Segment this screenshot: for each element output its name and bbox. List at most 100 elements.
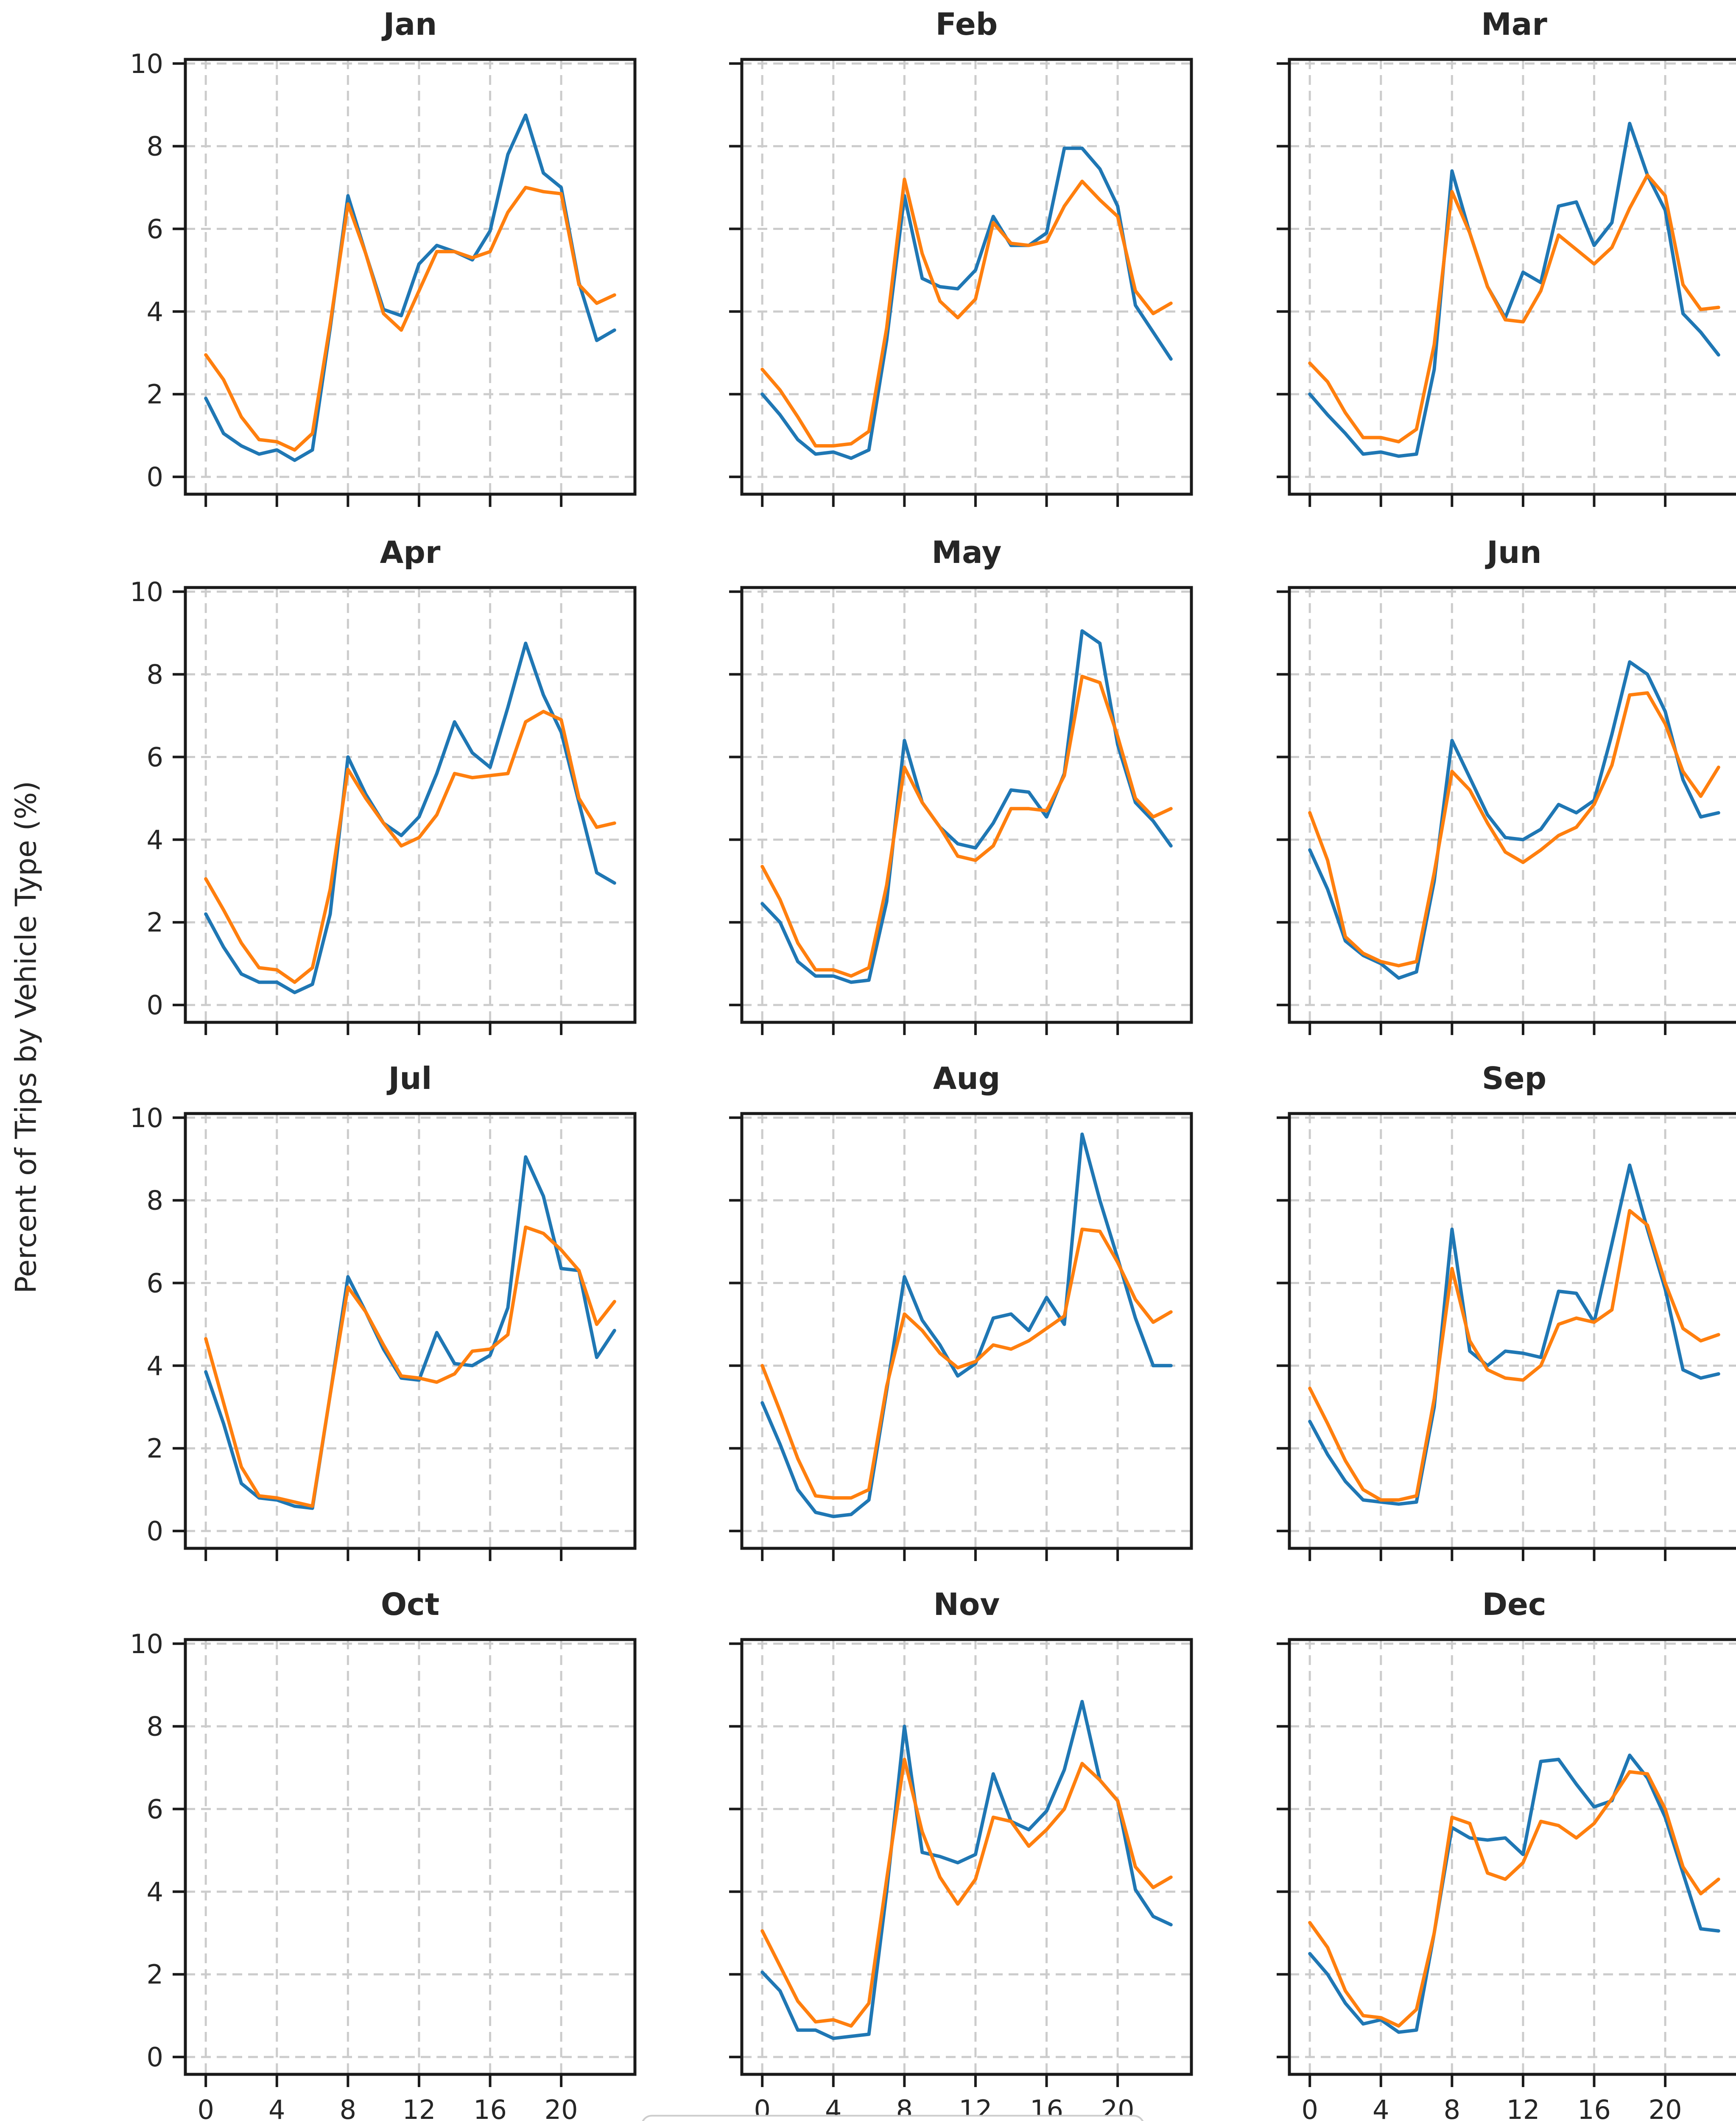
y-tick-label-10: 10 [130,576,163,607]
x-tick-label-4: 4 [268,2094,285,2121]
y-tick-label-0: 0 [147,462,163,492]
subplot-title-may: May [932,534,1002,570]
y-tick-label-8: 8 [147,1711,163,1742]
y-tick-label-2: 2 [147,1959,163,1990]
series-bicycle-line [1308,660,1720,980]
subplot-title-feb: Feb [936,6,998,42]
x-tick-label-4: 4 [1373,2094,1389,2121]
series-ebicycle-line [204,186,616,452]
grid-lines [742,588,1191,1022]
plot-border [740,586,1193,1024]
subplot-dec: 0 4 8 12 16 20 Dec [1277,1587,1736,2121]
x-tick-label-16: 16 [473,2094,507,2121]
subplot-title-oct: Oct [381,1587,439,1622]
tick-marks [729,1642,1119,2087]
subplot-jan: 0 2 4 6 8 10 Jan [130,6,637,507]
y-tick-label-4: 4 [147,1350,163,1381]
series-bicycle-line [204,641,616,994]
x-tick-label-8: 8 [340,2094,356,2121]
y-tick-label-6: 6 [147,1268,163,1298]
tick-marks [173,1116,563,1561]
tick-labels: 0 4 8 12 16 20 [1301,2094,1682,2121]
subplot-sep: Sep [1277,1060,1736,1561]
plot-border [184,1112,637,1550]
y-tick-label-10: 10 [130,1629,163,1659]
series-bicycle-line [204,1155,616,1510]
tick-marks [173,590,563,1035]
y-tick-label-2: 2 [147,379,163,410]
y-tick-label-4: 4 [147,824,163,855]
plot-border [1288,586,1736,1024]
grid-lines [185,588,635,1022]
subplot-apr: 0 2 4 6 8 10 Apr [130,534,637,1035]
tick-marks [1277,590,1667,1035]
subplot-title-apr: Apr [380,534,441,570]
x-tick-label-20: 20 [1649,2094,1682,2121]
y-tick-label-2: 2 [147,1433,163,1464]
series-ebicycle-line [760,1757,1173,2028]
grid-lines [1289,1640,1736,2074]
x-tick-label-16: 16 [1577,2094,1611,2121]
series-ebicycle-line [760,177,1173,448]
tick-marks [173,1642,563,2087]
subplot-title-jun: Jun [1484,534,1541,570]
series-ebicycle-line [1308,1209,1720,1502]
grid-lines [185,1640,635,2074]
subplot-title-dec: Dec [1482,1587,1546,1622]
y-tick-label-8: 8 [147,1185,163,1216]
series-ebicycle-line [204,1225,616,1508]
grid-lines [185,1114,635,1548]
plot-border [1288,1638,1736,2076]
plot-border [1288,1112,1736,1550]
subplot-aug: Aug [729,1060,1193,1561]
x-tick-label-12: 12 [1506,2094,1540,2121]
tick-marks [1277,62,1667,507]
y-axis-label: Percent of Trips by Vehicle Type (%) [9,781,43,1294]
y-tick-label-4: 4 [147,1876,163,1907]
grid-lines [1289,59,1736,494]
y-tick-label-2: 2 [147,907,163,938]
tick-labels: 0 2 4 6 8 10 0 4 8 12 16 20 [130,1629,578,2121]
y-tick-label-6: 6 [147,1794,163,1824]
subplot-feb: Feb [729,6,1193,507]
series-bicycle-line [760,1700,1173,2040]
grid-lines [1289,588,1736,1022]
grid-lines [185,59,635,494]
series-bicycle-line [760,146,1173,460]
y-tick-label-0: 0 [147,1516,163,1547]
plot-border [740,1638,1193,2076]
subplot-title-aug: Aug [933,1060,1001,1096]
series-bicycle-line [760,629,1173,984]
tick-labels: 0 2 4 6 8 10 [130,576,163,1021]
plot-border [184,586,637,1024]
x-tick-label-20: 20 [545,2094,578,2121]
legend: bicycle ebicycle [640,2115,1145,2121]
tick-labels: 0 2 4 6 8 10 [130,48,163,492]
series-bicycle-line [760,1132,1173,1518]
subplot-oct: 0 2 4 6 8 10 0 4 8 12 16 20 Oct [130,1587,637,2121]
tick-marks [729,590,1119,1035]
subplot-jun: Jun [1277,534,1736,1035]
tick-labels: 0 2 4 6 8 10 [130,1102,163,1547]
series-ebicycle-line [204,710,616,984]
series-bicycle-line [1308,1163,1720,1506]
y-tick-label-8: 8 [147,659,163,690]
plot-border [740,58,1193,496]
y-tick-label-10: 10 [130,1102,163,1133]
subplot-mar: Mar [1277,6,1736,507]
x-tick-label-12: 12 [402,2094,436,2121]
series-ebicycle-line [1308,1770,1720,2028]
series-ebicycle-line [760,1227,1173,1500]
tick-marks [729,62,1119,507]
tick-marks [1277,1642,1667,2087]
series-bicycle-line [1308,122,1720,458]
grid-lines [742,59,1191,494]
series-bicycle-line [1308,1753,1720,2034]
series-ebicycle-line [1308,691,1720,968]
subplot-may: May [729,534,1193,1035]
y-tick-label-6: 6 [147,213,163,244]
y-tick-label-0: 0 [147,990,163,1021]
x-tick-label-0: 0 [197,2094,214,2121]
